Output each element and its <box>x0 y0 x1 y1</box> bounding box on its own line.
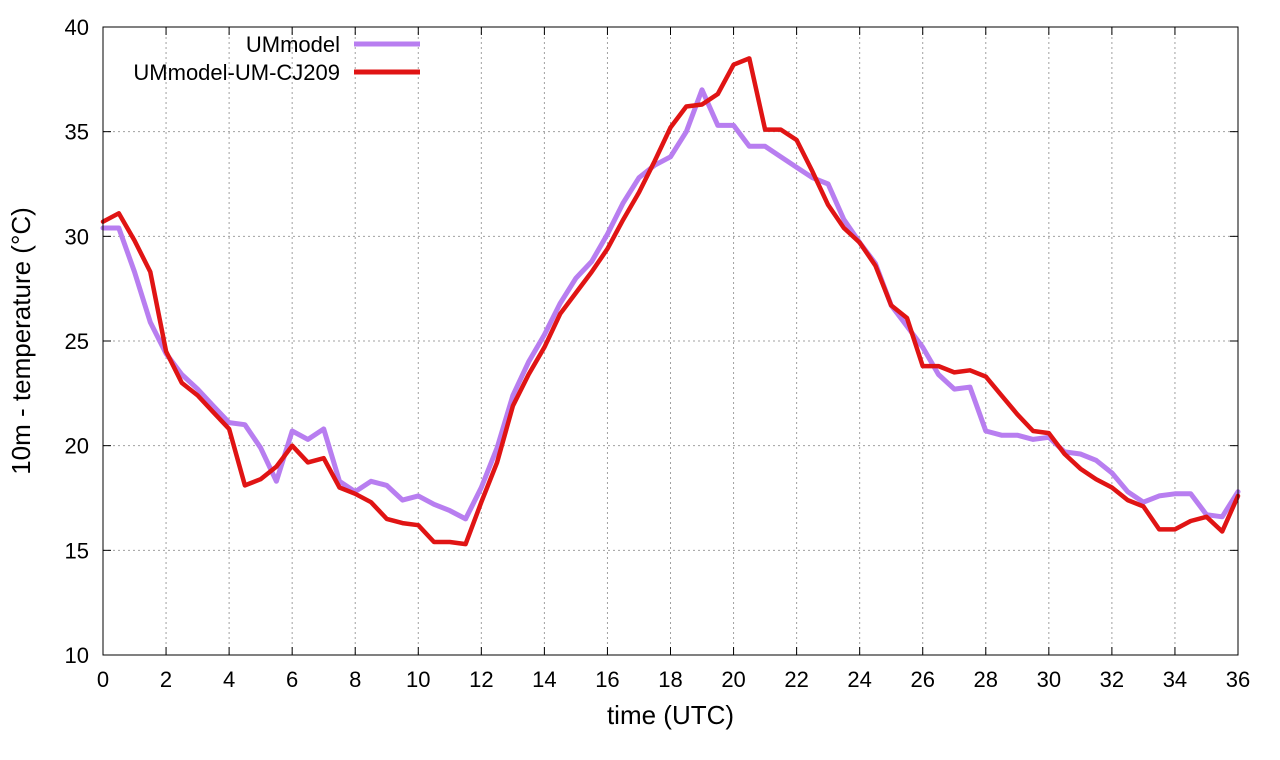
x-tick-label: 24 <box>847 667 871 692</box>
x-tick-label: 14 <box>532 667 556 692</box>
y-tick-label: 20 <box>65 434 89 459</box>
x-tick-label: 16 <box>595 667 619 692</box>
grid <box>103 27 1238 655</box>
x-tick-label: 6 <box>286 667 298 692</box>
series-lines <box>100 56 1241 547</box>
x-tick-label: 10 <box>406 667 430 692</box>
axis-ticks: 0 2 4 6 8 10 12 14 16 18 20 22 24 26 28 30 32 34 361015202… <box>65 15 1251 692</box>
y-tick-label: 30 <box>65 224 89 249</box>
x-tick-label: 30 <box>1037 667 1061 692</box>
x-tick-label: 0 <box>97 667 109 692</box>
x-tick-label: 8 <box>349 667 361 692</box>
y-tick-label: 35 <box>65 120 89 145</box>
x-tick-label: 12 <box>469 667 493 692</box>
x-tick-label: 26 <box>910 667 934 692</box>
legend-label-ummodel: UMmodel <box>246 32 340 57</box>
x-tick-label: 18 <box>658 667 682 692</box>
x-tick-label: 22 <box>784 667 808 692</box>
y-axis-label: 10m - temperature (°C) <box>6 207 36 475</box>
x-tick-label: 20 <box>721 667 745 692</box>
x-tick-label: 28 <box>974 667 998 692</box>
y-tick-label: 40 <box>65 15 89 40</box>
x-tick-label: 4 <box>223 667 235 692</box>
y-tick-label: 25 <box>65 329 89 354</box>
x-tick-label: 36 <box>1226 667 1250 692</box>
legend: UMmodel UMmodel-UM-CJ209 <box>133 32 420 85</box>
plot-frame <box>102 26 1239 656</box>
series-line-ummodel <box>100 87 1241 522</box>
y-tick-label: 15 <box>65 538 89 563</box>
x-tick-label: 2 <box>160 667 172 692</box>
series-line-ummodel-um-cj209 <box>100 56 1241 547</box>
legend-label-ummodel-um-cj209: UMmodel-UM-CJ209 <box>133 60 340 85</box>
y-tick-label: 10 <box>65 643 89 668</box>
x-axis-label: time (UTC) <box>607 700 734 730</box>
x-tick-label: 34 <box>1163 667 1187 692</box>
x-tick-label: 32 <box>1100 667 1124 692</box>
